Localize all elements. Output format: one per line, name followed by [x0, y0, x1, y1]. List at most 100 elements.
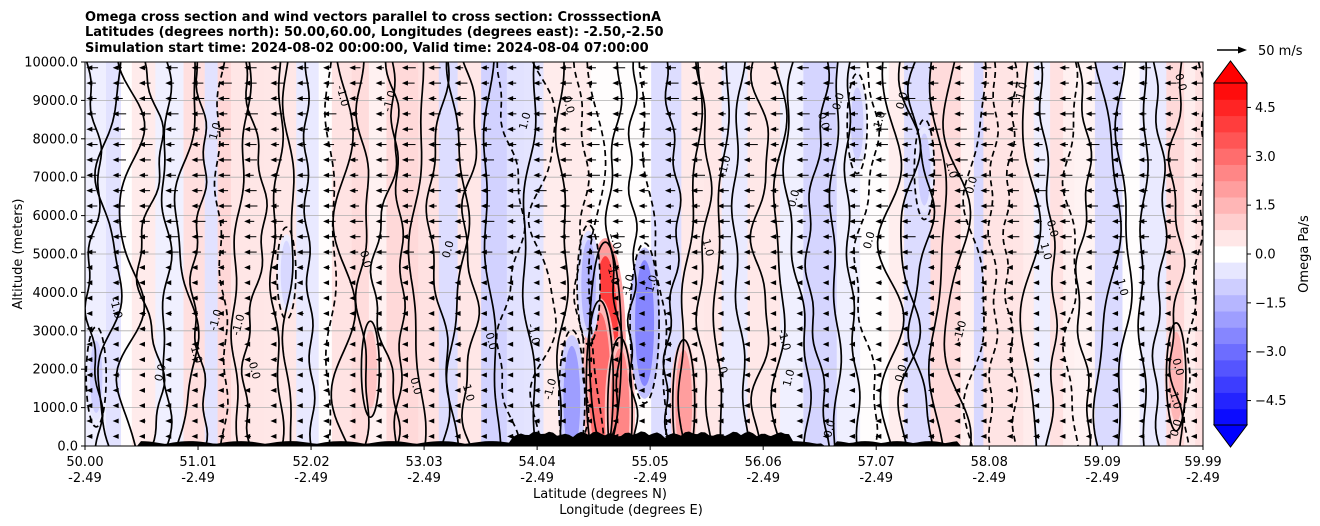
- wind-vector-head: [507, 95, 514, 101]
- wind-vector-head: [822, 357, 829, 363]
- wind-vector-head: [1112, 280, 1119, 286]
- wind-vector-head: [743, 188, 750, 194]
- wind-vector-head: [217, 372, 224, 378]
- wind-vector-head: [901, 234, 908, 240]
- wind-vector-head: [1138, 341, 1145, 347]
- wind-vector-head: [1138, 157, 1145, 163]
- wind-vector-head: [743, 341, 750, 347]
- wind-vector-head: [1112, 218, 1119, 224]
- x-tick-label-longitude: -2.49: [972, 471, 1006, 486]
- wind-vector-head: [86, 80, 93, 86]
- wind-vector-head: [875, 249, 882, 255]
- x-tick-label-longitude: -2.49: [407, 471, 441, 486]
- wind-vector-head: [138, 126, 145, 132]
- wind-vector-head: [691, 126, 698, 132]
- wind-vector-head: [323, 126, 330, 132]
- wind-vector-head: [796, 295, 803, 301]
- wind-vector-head: [428, 249, 435, 255]
- y-tick-label: 4000.0: [33, 286, 79, 301]
- wind-vector-head: [244, 311, 251, 317]
- wind-vector-head: [533, 111, 540, 117]
- wind-vector-head: [375, 172, 382, 178]
- wind-vector-head: [401, 372, 408, 378]
- wind-vector-head: [586, 295, 593, 301]
- colorbar-segment: [1214, 229, 1247, 247]
- contour-label: -1.0: [229, 313, 247, 337]
- wind-vector-head: [664, 418, 671, 424]
- contour-line: [495, 62, 526, 446]
- wind-vector-head: [270, 418, 277, 424]
- wind-vector-head: [980, 126, 987, 132]
- colorbar-segment: [1214, 131, 1247, 149]
- contour-line-negative: [85, 326, 108, 428]
- wind-vector-head: [586, 126, 593, 132]
- wind-vector-head: [822, 218, 829, 224]
- wind-vector-head: [717, 295, 724, 301]
- wind-vector-head: [112, 264, 119, 270]
- wind-vector-head: [454, 403, 461, 409]
- wind-vector-head: [375, 65, 382, 71]
- wind-vector-head: [559, 126, 566, 132]
- wind-vectors: [86, 65, 1203, 439]
- wind-vector-head: [559, 357, 566, 363]
- wind-vector-head: [1112, 341, 1119, 347]
- wind-vector-head: [375, 326, 382, 332]
- wind-vector-head: [375, 142, 382, 148]
- wind-vector-head: [664, 264, 671, 270]
- wind-vector-head: [612, 341, 619, 347]
- contour-label: -1.0: [775, 328, 793, 352]
- wind-vector-head: [401, 311, 408, 317]
- wind-vector-head: [980, 295, 987, 301]
- wind-vector-head: [1190, 234, 1197, 240]
- colorbar-segment: [1214, 327, 1247, 345]
- wind-vector-head: [454, 326, 461, 332]
- wind-vector-head: [138, 341, 145, 347]
- wind-vector-head: [638, 387, 645, 393]
- contour-line: [1167, 62, 1186, 446]
- wind-vector-head: [428, 234, 435, 240]
- wind-vector-head: [822, 65, 829, 71]
- contour-line: [804, 62, 831, 446]
- wind-vector-head: [559, 326, 566, 332]
- wind-vector-head: [691, 157, 698, 163]
- wind-vector-head: [1112, 142, 1119, 148]
- wind-vector-head: [743, 65, 750, 71]
- wind-vector-head: [875, 280, 882, 286]
- wind-vector-head: [770, 403, 777, 409]
- wind-vector-head: [586, 65, 593, 71]
- x-tick-label-longitude: -2.49: [520, 471, 554, 486]
- wind-vector-head: [86, 218, 93, 224]
- contour-line: [407, 62, 427, 446]
- contour-line: [712, 62, 730, 446]
- contour-label: 1.0: [516, 111, 533, 131]
- wind-vector-head: [954, 172, 961, 178]
- wind-vector-head: [191, 188, 198, 194]
- wind-vector-head: [349, 387, 356, 393]
- contour-label: -1.0: [381, 89, 399, 113]
- wind-vector-head: [401, 387, 408, 393]
- y-tick-label: 8000.0: [33, 132, 79, 147]
- wind-vector-head: [980, 65, 987, 71]
- wind-vector-head: [165, 341, 172, 347]
- wind-vector-head: [323, 387, 330, 393]
- wind-vector-head: [401, 188, 408, 194]
- wind-vector-head: [980, 249, 987, 255]
- wind-vector-head: [1006, 341, 1013, 347]
- wind-vector-head: [954, 203, 961, 209]
- wind-vector-head: [638, 403, 645, 409]
- wind-vector-head: [1033, 387, 1040, 393]
- wind-vector-head: [270, 372, 277, 378]
- wind-vector-head: [165, 172, 172, 178]
- wind-vector-head: [612, 188, 619, 194]
- wind-vector-head: [507, 311, 514, 317]
- wind-vector-head: [717, 188, 724, 194]
- wind-vector-head: [1138, 295, 1145, 301]
- wind-vector-head: [691, 311, 698, 317]
- wind-vector-head: [244, 326, 251, 332]
- wind-vector-head: [138, 311, 145, 317]
- wind-vector-head: [86, 234, 93, 240]
- wind-vector-head: [559, 311, 566, 317]
- wind-vector-head: [244, 157, 251, 163]
- wind-vector-head: [533, 418, 540, 424]
- wind-vector-head: [875, 433, 882, 439]
